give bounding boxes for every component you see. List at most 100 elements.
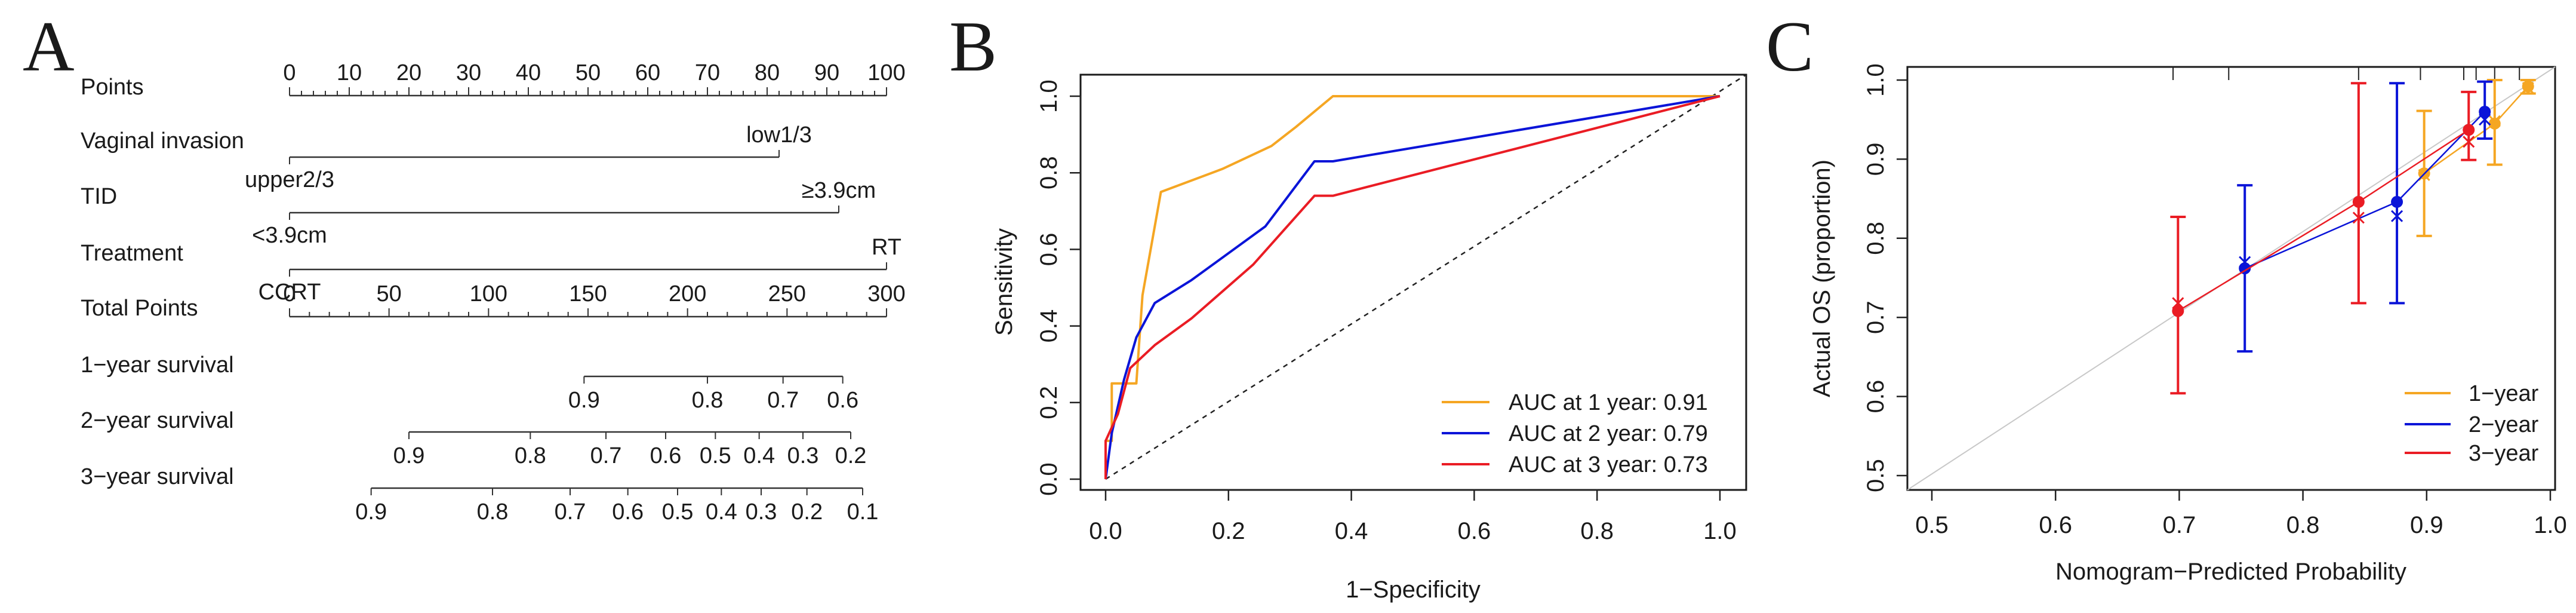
calib-x-tick-label: 0.6 — [2039, 512, 2072, 538]
panel-letter-b: B — [949, 7, 997, 86]
calib-corrected-mark-3 — [2463, 136, 2475, 148]
calib-x-tick-label: 0.9 — [2410, 512, 2443, 538]
nomogram-tick-label-points: 20 — [396, 60, 421, 85]
roc-x-tick-label: 0.4 — [1335, 518, 1368, 544]
panel-letter-a: A — [23, 7, 75, 86]
calib-line-2 — [2244, 111, 2486, 269]
nomogram-row-label-points: Points — [81, 75, 144, 100]
roc-y-tick-label: 0.0 — [1036, 462, 1062, 496]
roc-curve-2 — [1104, 95, 1721, 480]
calib-legend-label-2: 2−year — [2469, 412, 2539, 437]
nomogram-tick-label-points: 80 — [755, 60, 780, 85]
nomogram-tick-label-total: 200 — [669, 281, 706, 306]
calib-corrected-mark-1 — [2488, 115, 2501, 127]
nomogram-prob-label-surv3: 0.1 — [847, 499, 879, 525]
nomogram-tick-label-total: 250 — [768, 281, 806, 306]
roc-y-tick-label: 0.8 — [1036, 156, 1062, 189]
calib-point-1 — [2522, 80, 2534, 93]
roc-y-tick-label: 0.2 — [1036, 386, 1062, 419]
calib-x-axis-label: Nomogram−Predicted Probability — [2055, 559, 2406, 585]
roc-y-tick-label: 0.4 — [1036, 309, 1062, 343]
nomogram-prob-label-surv2: 0.3 — [787, 443, 819, 468]
roc-curve-3 — [1104, 95, 1721, 479]
calib-point-3 — [2463, 124, 2475, 136]
roc-y-axis-label: Sensitivity — [991, 228, 1017, 336]
nomogram-prob-label-surv3: 0.3 — [746, 499, 777, 525]
nomogram-tick-label-points: 40 — [516, 60, 541, 85]
calib-y-tick-label: 0.5 — [1863, 459, 1889, 492]
nomogram-tick-label-points: 100 — [867, 60, 905, 85]
calib-point-1 — [2488, 117, 2501, 130]
calib-y-tick-label: 0.9 — [1863, 143, 1889, 176]
roc-y-tick-label: 0.6 — [1036, 233, 1062, 266]
nomogram-level-label-treatment: RT — [872, 235, 901, 260]
nomogram-prob-label-surv1: 0.9 — [568, 388, 600, 413]
nomogram-tick-label-points: 0 — [283, 60, 296, 85]
calibration-chart: 0.5 0.6 0.7 0.8 0.9 1.0 0.5 0.6 0.7 0.8 0.9 1.0 1−ye… — [1809, 63, 2567, 585]
roc-x-tick-label: 0.0 — [1089, 518, 1122, 544]
calib-y-tick-label: 0.7 — [1863, 301, 1889, 334]
roc-legend-label-1: AUC at 1 year: 0.91 — [1509, 390, 1708, 415]
nomogram-prob-label-surv3: 0.4 — [706, 499, 737, 525]
nomogram-tick-label-points: 50 — [575, 60, 601, 85]
nomogram-tick-label-points: 90 — [814, 60, 839, 85]
nomogram-prob-label-surv3: 0.9 — [355, 499, 387, 525]
calib-point-3 — [2352, 195, 2365, 208]
nomogram-prob-label-surv2: 0.4 — [743, 443, 775, 468]
calib-corrected-mark-2 — [2479, 114, 2491, 126]
nomogram-prob-label-surv1: 0.8 — [692, 388, 724, 413]
nomogram-prob-label-surv3: 0.5 — [662, 499, 694, 525]
calib-corrected-mark-2 — [2391, 210, 2403, 222]
roc-y-tick-label: 1.0 — [1036, 79, 1062, 113]
calib-corrected-mark-2 — [2239, 256, 2251, 268]
nomogram-row-label-total: Total Points — [81, 296, 198, 321]
nomogram-prob-label-surv3: 0.8 — [477, 499, 509, 525]
nomogram-row-label-treatment: Treatment — [81, 241, 183, 266]
calib-corrected-mark-3 — [2352, 212, 2365, 224]
calib-point-3 — [2172, 305, 2184, 317]
roc-x-tick-label: 0.8 — [1580, 518, 1614, 544]
nomogram-prob-label-surv2: 0.6 — [650, 443, 682, 468]
nomogram-tick-label-points: 60 — [635, 60, 660, 85]
nomogram-prob-label-surv3: 0.7 — [555, 499, 586, 525]
calib-y-tick-label: 0.6 — [1863, 380, 1889, 413]
nomogram-row-label-surv3: 3−year survival — [81, 464, 234, 489]
nomogram-prob-label-surv2: 0.2 — [835, 443, 867, 468]
roc-legend-label-3: AUC at 3 year: 0.73 — [1509, 452, 1708, 477]
nomogram-level-label-vaginal: low1/3 — [746, 122, 812, 148]
nomogram-prob-label-surv3: 0.6 — [612, 499, 644, 525]
nomogram-tick-label-total: 300 — [867, 281, 905, 306]
nomogram-tick-label-total: 100 — [470, 281, 507, 306]
nomogram-row-label-vaginal: Vaginal invasion — [81, 128, 244, 154]
roc-x-tick-label: 0.2 — [1212, 518, 1245, 544]
nomogram-tick-label-points: 70 — [695, 60, 720, 85]
roc-x-axis-label: 1−Specificity — [1346, 577, 1481, 603]
calib-corrected-mark-1 — [2522, 82, 2534, 94]
calib-point-2 — [2479, 105, 2491, 118]
panel-letter-c: C — [1766, 7, 1814, 86]
nomogram-prob-label-surv2: 0.8 — [515, 443, 546, 468]
calib-x-tick-label: 0.5 — [1915, 512, 1949, 538]
roc-x-tick-label: 1.0 — [1703, 518, 1737, 544]
nomogram-row-label-tid: TID — [81, 184, 117, 209]
calib-y-axis-label: Actual OS (proportion) — [1809, 160, 1835, 397]
nomogram-prob-label-surv1: 0.7 — [767, 388, 799, 413]
roc-chart: 0.0 0.2 0.4 0.6 0.8 1.0 0.0 0.2 0.4 0.6 0.8 1.0 AUC … — [991, 73, 1747, 603]
nomogram-tick-label-total: 0 — [283, 281, 296, 306]
nomogram-level-label-tid: <3.9cm — [252, 223, 327, 248]
nomogram-level-label-treatment: CCRT — [258, 280, 321, 305]
nomogram-tick-label-total: 50 — [377, 281, 402, 306]
nomogram-tick-label-points: 10 — [337, 60, 362, 85]
calib-legend-label-1: 1−year — [2469, 381, 2539, 406]
nomogram-prob-label-surv2: 0.9 — [393, 443, 425, 468]
nomogram-level-label-vaginal: upper2/3 — [245, 167, 334, 192]
nomogram-prob-label-surv2: 0.7 — [590, 443, 622, 468]
nomogram-level-label-tid: ≥3.9cm — [802, 178, 876, 203]
roc-legend-label-2: AUC at 2 year: 0.79 — [1509, 421, 1708, 446]
nomogram-tick-label-total: 150 — [569, 281, 607, 306]
calib-y-tick-label: 0.8 — [1863, 222, 1889, 255]
nomogram-panel: Points 0 10 20 30 40 50 60 70 80 90 100 Vaginal inva… — [81, 60, 906, 525]
nomogram-prob-label-surv3: 0.2 — [791, 499, 823, 525]
roc-reference-diagonal — [1105, 73, 1747, 480]
